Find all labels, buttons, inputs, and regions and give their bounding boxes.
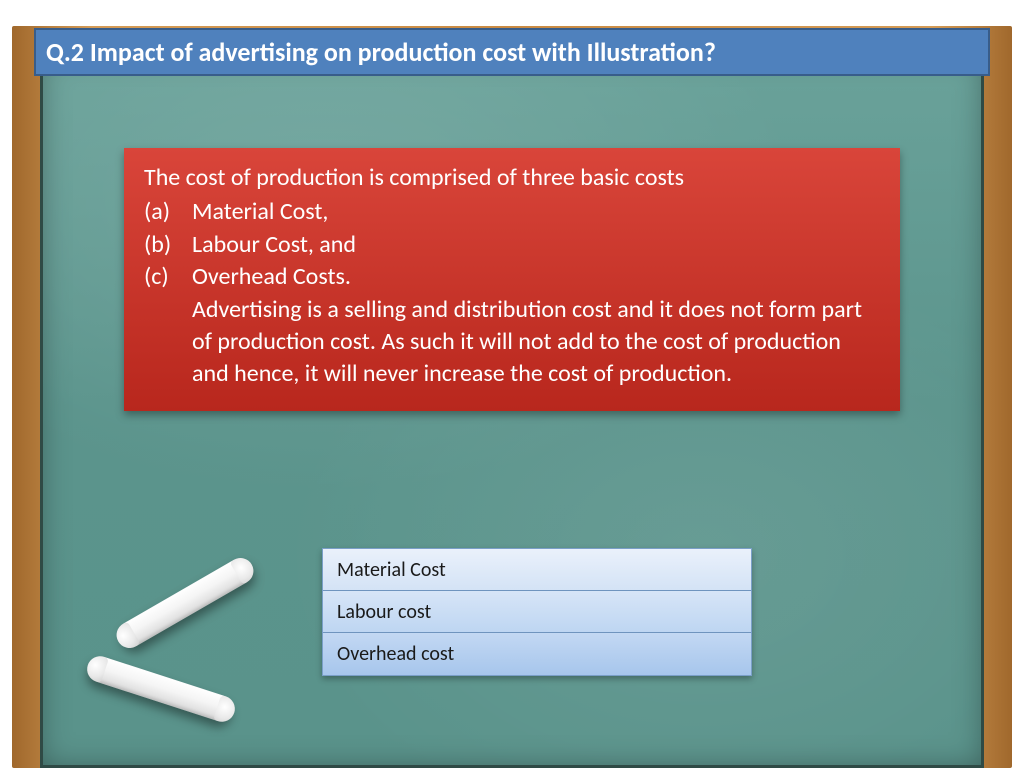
list-text: Material Cost, [192,196,880,228]
intro-line: The cost of production is comprised of t… [144,162,880,194]
list-text: Labour Cost, and [192,229,880,261]
list-text: Overhead Costs. [192,261,880,293]
table-row: Material Cost [323,549,751,591]
cost-table: Material Cost Labour cost Overhead cost [322,548,752,676]
table-cell: Overhead cost [337,642,454,666]
list-marker: (c) [144,261,192,293]
title-bar: Q.2 Impact of advertising on production … [34,28,990,76]
content-box: The cost of production is comprised of t… [124,148,900,411]
title-text: Q.2 Impact of advertising on production … [46,36,716,68]
list-marker: (b) [144,229,192,261]
list-item: (b) Labour Cost, and [144,229,880,261]
table-row: Labour cost [323,591,751,633]
body-text: Advertising is a selling and distributio… [144,294,880,391]
list-item: (c) Overhead Costs. [144,261,880,293]
list-item: (a) Material Cost, [144,196,880,228]
list-marker: (a) [144,196,192,228]
table-cell: Material Cost [337,558,446,582]
table-cell: Labour cost [337,600,431,624]
table-row: Overhead cost [323,633,751,675]
slide: Q.2 Impact of advertising on production … [0,0,1024,768]
